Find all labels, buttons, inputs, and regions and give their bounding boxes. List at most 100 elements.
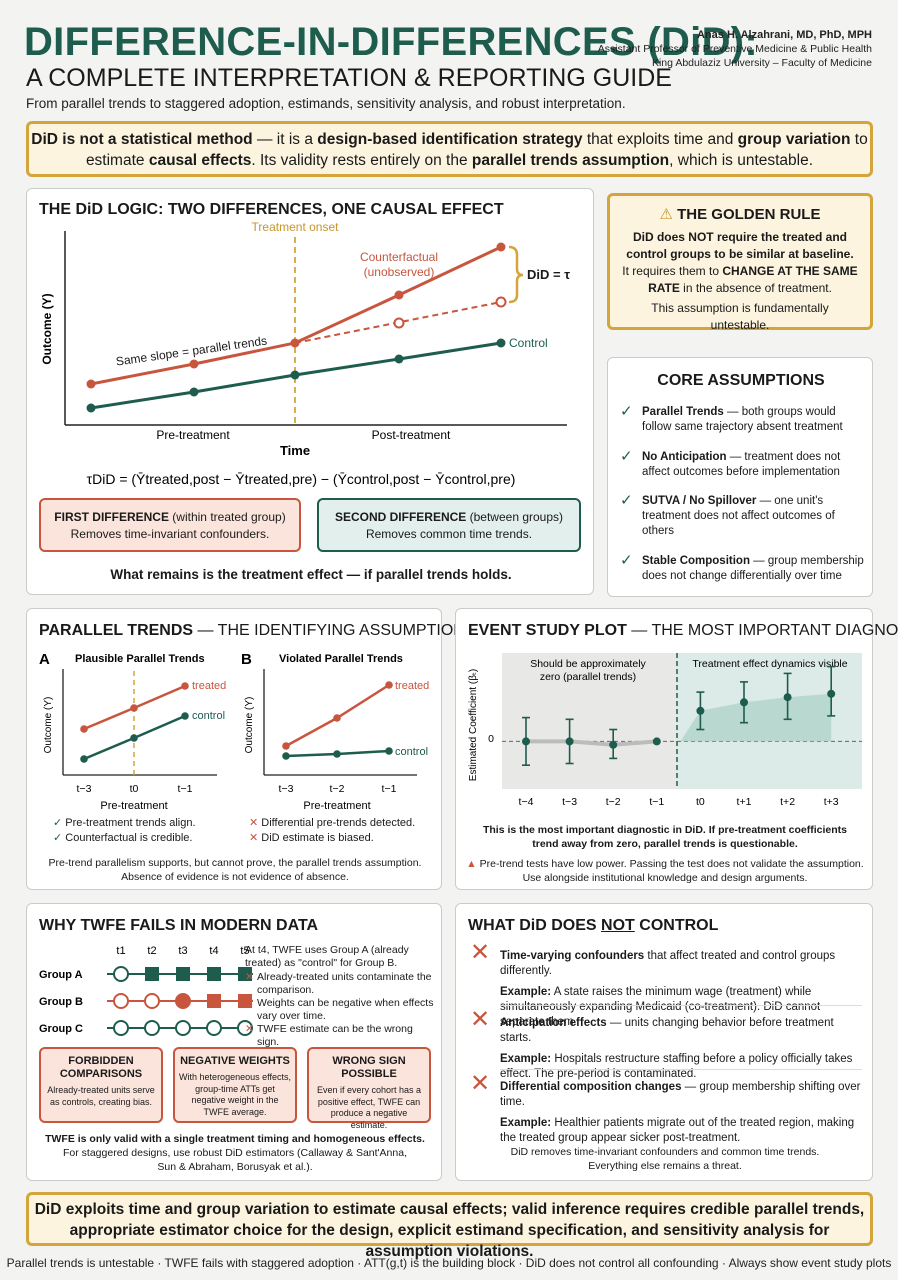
event-study-chart: Should be approximately zero (parallel t… [468, 653, 862, 808]
twfe-explain-text: TWFE estimate can be the wrong sign. [257, 1023, 413, 1048]
cross-icon: ✕ [245, 971, 254, 983]
not-control-title-b: CONTROL [634, 917, 719, 934]
intro-p2: — it is a [252, 131, 318, 148]
divider [500, 1005, 862, 1006]
wrong-sign-desc: Even if every cohort has a positive effe… [316, 1085, 422, 1130]
twfe-explain-head: At t4, TWFE uses Group A (already treate… [245, 944, 409, 969]
pre-region-label-1: Should be approximately [530, 658, 646, 670]
event-tick-label: t+2 [780, 796, 795, 808]
intro-p4: that exploits time and [582, 131, 738, 148]
event-study-warning-1: Pre-trend tests have low power. Passing … [479, 858, 864, 870]
author-block: Anas H. Alzahrani, MD, PhD, MPH Assistan… [598, 28, 872, 70]
pre-treatment-label: Pre-treatment [156, 428, 230, 442]
effect-band [680, 693, 832, 742]
intro-p3: design-based identification strategy [317, 131, 583, 148]
a-control-point [130, 734, 138, 742]
b-control-point [385, 747, 393, 755]
coefficient-point [740, 698, 748, 707]
warning-icon: ▲ [466, 858, 477, 870]
group-label: Group A [39, 969, 83, 981]
panel-b-title: Violated Parallel Trends [279, 653, 403, 665]
assumption-name: SUTVA / No Spillover [642, 495, 757, 507]
wrong-sign-title: WRONG SIGN POSSIBLE [332, 1055, 406, 1080]
did-logic-panel: THE DiD LOGIC: TWO DIFFERENCES, ONE CAUS… [26, 188, 594, 595]
threat-name: Differential composition changes [500, 1081, 682, 1093]
page-tagline: From parallel trends to staggered adopti… [26, 96, 626, 111]
threat-item: ✕ Differential composition changes — gro… [470, 1072, 862, 1146]
forbidden-comparisons-box: FORBIDDEN COMPARISONS Already-treated un… [39, 1047, 163, 1123]
intro-callout: DiD is not a statistical method — it is … [26, 121, 873, 177]
period-label: t5 [240, 945, 249, 957]
treatment-onset-label: Treatment onset [252, 220, 340, 234]
twfe-title: WHY TWFE FAILS IN MODERN DATA [39, 917, 319, 934]
coefficient-point [522, 737, 530, 746]
threat-desc: — group membership shifting over time. [500, 1081, 861, 1108]
treated-marker [207, 994, 221, 1008]
treated-marker [176, 967, 190, 981]
untreated-marker [113, 1020, 129, 1036]
did-tau-label: DiD = τ [527, 267, 570, 282]
b-treated-label: treated [395, 680, 429, 692]
pre-trend-band [526, 739, 657, 747]
threat-example: Hospitals restructure staffing before a … [500, 1053, 853, 1080]
did-logic-title: THE DiD LOGIC: TWO DIFFERENCES, ONE CAUS… [39, 201, 504, 218]
coefficient-point [609, 740, 618, 749]
group-label: Group C [39, 1023, 83, 1035]
core-assumptions-title: CORE ASSUMPTIONS [657, 372, 825, 389]
golden-rule-line3: This assumption is fundamentally untesta… [651, 301, 829, 332]
cross-icon: ✕ [245, 1023, 254, 1035]
a-x-axis-label: Pre-treatment [100, 800, 167, 812]
pre-region-label-2: zero (parallel trends) [540, 671, 636, 683]
cross-icon: ✕ [249, 817, 259, 829]
negative-weights-title: NEGATIVE WEIGHTS [180, 1055, 290, 1067]
first-difference-desc: Removes time-invariant confounders. [70, 527, 270, 541]
control-point [496, 338, 506, 348]
threat-desc: that affect treated and control groups d… [500, 950, 836, 977]
untreated-marker [175, 1020, 191, 1036]
forbidden-comparisons-desc: Already-treated units serve as controls,… [47, 1085, 155, 1107]
untreated-marker [113, 993, 129, 1009]
event-tick-label: t+3 [824, 796, 839, 808]
a-check-1: ✓ Pre-treatment trends align. [53, 816, 196, 830]
not-control-foot-2: Everything else remains a threat. [588, 1160, 742, 1172]
cross-icon: ✕ [245, 997, 254, 1009]
not-control-panel: WHAT DiD DOES NOT CONTROL ✕ Time-varying… [455, 903, 873, 1181]
event-study-title: EVENT STUDY PLOT — THE MOST IMPORTANT DI… [468, 622, 898, 640]
a-treated-label: treated [192, 680, 226, 692]
assumption-desc: — one unit's treatment does not affect o… [642, 495, 835, 537]
not-control-foot-1: DiD removes time-invariant confounders a… [510, 1146, 820, 1158]
control-point [189, 387, 199, 397]
threat-name: Time-varying confounders [500, 950, 645, 962]
check-icon: ✓ [620, 552, 633, 569]
coefficient-point [783, 693, 792, 702]
example-label: Example: [500, 1053, 552, 1065]
event-study-panel: EVENT STUDY PLOT — THE MOST IMPORTANT DI… [455, 608, 898, 890]
treated-marker [207, 967, 221, 981]
did-logic-conclusion: What remains is the treatment effect — i… [110, 567, 512, 582]
cross-icon: ✕ [470, 1070, 491, 1097]
control-point [290, 370, 300, 380]
a-check-1-text: Pre-treatment trends align. [65, 817, 196, 829]
parallel-trends-diagrams: A Plausible Parallel Trends treated cont… [39, 651, 429, 812]
untreated-marker [206, 1020, 222, 1036]
parallel-trends-panel: PARALLEL TRENDS — THE IDENTIFYING ASSUMP… [26, 608, 465, 890]
cross-icon: ✕ [249, 832, 259, 844]
pre-period-shade [502, 653, 677, 789]
event-study-note-1: This is the most important diagnostic in… [482, 824, 848, 836]
event-y-axis-label: Estimated Coefficient (βₜ) [468, 669, 479, 781]
treated-point [86, 379, 96, 389]
treatment-start-marker [175, 993, 191, 1009]
assumption-desc: — treatment does not affect outcomes bef… [642, 451, 841, 478]
not-control-title-not: NOT [601, 917, 635, 934]
b-tick-label: t−1 [382, 783, 397, 795]
panel-a-letter: A [39, 651, 50, 668]
intro-p10: , which is untestable. [669, 152, 814, 169]
parallel-trends-note-2: Absence of evidence is not evidence of a… [121, 871, 349, 883]
control-point [86, 403, 96, 413]
a-tick-label: t0 [130, 783, 139, 795]
b-tick-label: t−2 [330, 783, 345, 795]
b-y-axis-label: Outcome (Y) [244, 697, 255, 754]
event-zero-label: 0 [488, 733, 494, 745]
intro-p8: . Its validity rests entirely on the [251, 152, 472, 169]
b-control-point [333, 750, 341, 758]
